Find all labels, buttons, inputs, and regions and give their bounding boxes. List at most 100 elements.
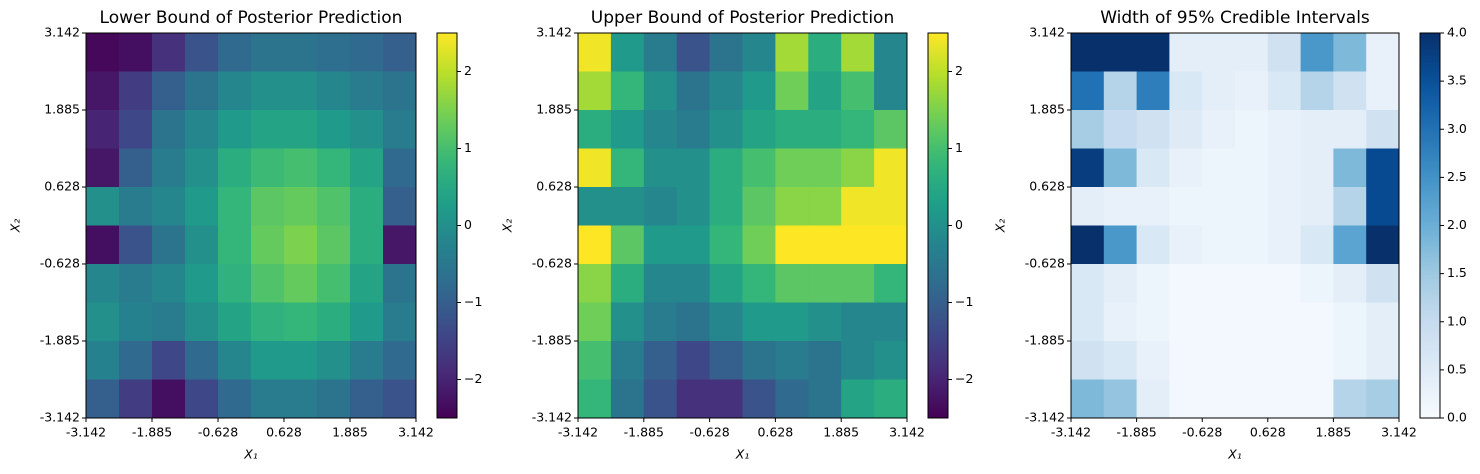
heatmap-cell: [383, 379, 417, 419]
heatmap-cell: [350, 341, 384, 380]
heatmap-cell: [578, 341, 612, 380]
heatmap-cell: [1366, 341, 1400, 380]
heatmap-cell: [1366, 379, 1400, 419]
heatmap-cell: [742, 225, 776, 265]
heatmap-cell: [119, 187, 153, 226]
heatmap-cell: [1235, 110, 1269, 149]
heatmap-cell: [1366, 225, 1400, 265]
heatmap-cell: [1071, 71, 1105, 111]
heatmap-cell: [1071, 110, 1105, 149]
y-axis-label: X₂: [993, 219, 1008, 234]
heatmap-cell: [317, 110, 351, 149]
heatmap-cell: [284, 302, 318, 342]
heatmap-cell: [1366, 264, 1400, 303]
heatmap-cell: [808, 187, 842, 226]
heatmap-cell: [119, 302, 153, 342]
heatmap-cell: [578, 302, 612, 342]
x-tick-label: 0.628: [1250, 425, 1286, 440]
heatmap-cell: [578, 187, 612, 226]
x-tick-label: -1.885: [132, 425, 172, 440]
heatmap-cell: [350, 71, 384, 111]
heatmap-cell: [1202, 341, 1236, 380]
heatmap-cell: [610, 187, 645, 226]
heatmap-cell: [1267, 33, 1302, 72]
heatmap-cell: [1136, 33, 1170, 72]
y-tick-label: 1.885: [536, 102, 572, 117]
heatmap-cell: [1333, 379, 1367, 419]
heatmap-cell: [86, 341, 120, 380]
heatmap-cell: [152, 225, 186, 265]
heatmap-cell: [1103, 302, 1138, 342]
heatmap-cell: [119, 225, 153, 265]
heatmap-cell: [1103, 110, 1138, 149]
x-tick-label: 1.885: [1315, 425, 1351, 440]
heatmap-cell: [86, 110, 120, 149]
heatmap-cell: [1169, 187, 1203, 226]
y-tick-label: 3.142: [1029, 25, 1065, 40]
y-tick-label: -0.628: [532, 255, 572, 270]
colorbar-tick-label: 1.0: [1447, 313, 1467, 328]
heatmap-cell: [383, 264, 417, 303]
y-tick-label: 1.885: [44, 102, 80, 117]
heatmap-cell: [742, 302, 776, 342]
heatmap-cell: [185, 71, 219, 111]
heatmap-cell: [284, 148, 318, 188]
heatmap-cell: [284, 110, 318, 149]
y-tick-label: -1.885: [40, 332, 80, 347]
heatmap-cell: [317, 264, 351, 303]
heatmap-cell: [350, 148, 384, 188]
heatmap-cell: [578, 110, 612, 149]
colorbar-tick-label: −2: [955, 371, 973, 386]
heatmap-cell: [1202, 225, 1236, 265]
colorbar-tick-label: 2: [955, 63, 963, 78]
heatmap-cell: [676, 148, 711, 188]
heatmap-cell: [1300, 33, 1334, 72]
heatmap-cell: [185, 264, 219, 303]
heatmap-cell: [578, 33, 612, 72]
heatmap-cell: [1103, 33, 1138, 72]
heatmap-cell: [86, 148, 120, 188]
heatmap-cell: [1333, 225, 1367, 265]
heatmap-cell: [1267, 264, 1302, 303]
x-tick-label: -3.142: [66, 425, 106, 440]
heatmap-cell: [742, 187, 776, 226]
heatmap-cell: [383, 341, 417, 380]
heatmap-cell: [86, 225, 120, 265]
heatmap-cell: [1366, 148, 1400, 188]
y-tick-label: 1.885: [1029, 102, 1065, 117]
heatmap-cell: [874, 225, 908, 265]
heatmap-cell: [218, 187, 252, 226]
heatmap-cell: [808, 71, 842, 111]
heatmap-cell: [350, 110, 384, 149]
colorbar-tick-label: 0: [464, 217, 472, 232]
heatmap-cell: [1103, 264, 1138, 303]
heatmap-cell: [251, 71, 285, 111]
heatmap-cell: [284, 341, 318, 380]
x-axis-label: X₁: [735, 447, 750, 462]
heatmap-cell: [610, 264, 645, 303]
heatmap-cell: [1103, 148, 1138, 188]
heatmap-cell: [808, 148, 842, 188]
heatmap-cell: [218, 71, 252, 111]
heatmap-cell: [643, 264, 678, 303]
heatmap-cell: [709, 187, 743, 226]
heatmap-cell: [1267, 341, 1302, 380]
heatmap-cell: [1071, 225, 1105, 265]
heatmap-cell: [610, 379, 645, 419]
heatmap-cell: [350, 225, 384, 265]
heatmap-cell: [1169, 225, 1203, 265]
heatmap-cell: [1300, 264, 1334, 303]
heatmap-cell: [676, 33, 711, 72]
heatmap-cell: [742, 110, 776, 149]
x-tick-label: 1.885: [823, 425, 859, 440]
heatmap-cell: [1300, 225, 1334, 265]
heatmap-cell: [610, 302, 645, 342]
heatmap-cell: [1235, 148, 1269, 188]
heatmap-cell: [643, 33, 678, 72]
heatmap-cell: [251, 341, 285, 380]
y-tick-label: 3.142: [536, 25, 572, 40]
heatmap-cell: [676, 110, 711, 149]
heatmap-cell: [218, 148, 252, 188]
heatmap-cell: [775, 302, 809, 342]
colorbar-tick-label: 0.0: [1447, 410, 1467, 425]
